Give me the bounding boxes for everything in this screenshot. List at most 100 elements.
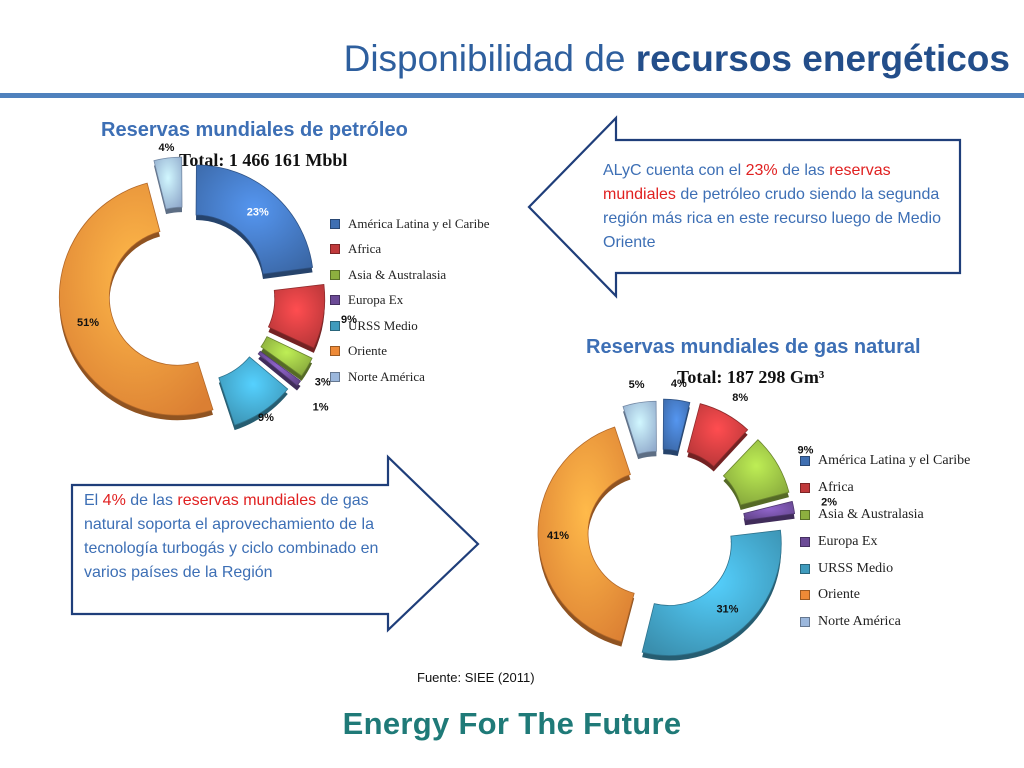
gas-callout-highlight: reservas mundiales bbox=[177, 492, 317, 509]
gas-slice-label-3: 2% bbox=[821, 497, 837, 509]
gas-legend-item: Asia & Australasia bbox=[800, 502, 970, 529]
oil-legend-swatch bbox=[330, 371, 340, 382]
gas-slice-5 bbox=[537, 426, 635, 643]
gas-callout-part2: de las bbox=[125, 492, 178, 509]
oil-legend-label: Africa bbox=[348, 241, 382, 257]
oil-slice-4 bbox=[218, 356, 289, 426]
gas-chart-legend: América Latina y el Caribe Africa Asia & A… bbox=[800, 448, 970, 636]
slide-title: Disponibilidad de recursos energéticos bbox=[344, 38, 1010, 80]
oil-legend-swatch bbox=[330, 295, 340, 306]
gas-legend-label: América Latina y el Caribe bbox=[818, 453, 971, 469]
gas-slice-4 bbox=[641, 529, 782, 656]
oil-legend-label: Asia & Australasia bbox=[348, 266, 447, 282]
oil-legend-item: Oriente bbox=[330, 339, 490, 365]
gas-legend-label: Asia & Australasia bbox=[818, 506, 924, 522]
gas-legend-swatch bbox=[800, 563, 810, 574]
oil-slice-edge-3 bbox=[258, 356, 301, 391]
oil-callout-part2: de las bbox=[777, 162, 830, 179]
oil-callout-shape bbox=[527, 115, 962, 299]
oil-slice-label-0: 23% bbox=[247, 206, 269, 218]
oil-callout-part1: ALyC cuenta con el bbox=[603, 162, 746, 179]
oil-legend-swatch bbox=[330, 346, 340, 357]
oil-callout-arrow bbox=[527, 115, 962, 299]
gas-slice-label-0: 4% bbox=[671, 378, 687, 390]
oil-legend-item: América Latina y el Caribe bbox=[330, 211, 490, 237]
oil-donut-chart: 23% 9% 3% 1% 9% 51% 4% bbox=[58, 142, 357, 431]
gas-legend-label: Norte América bbox=[818, 614, 901, 630]
gas-legend-item: Africa bbox=[800, 475, 970, 502]
gas-slice-0 bbox=[662, 398, 691, 452]
oil-legend-swatch bbox=[330, 244, 340, 255]
oil-slice-label-1: 9% bbox=[341, 314, 357, 326]
oil-chart-title: Reservas mundiales de petróleo bbox=[101, 119, 408, 141]
oil-slice-3 bbox=[257, 350, 302, 387]
oil-callout-pct: 23% bbox=[745, 162, 778, 179]
gas-slice-6 bbox=[622, 400, 657, 455]
oil-slice-label-2: 3% bbox=[315, 376, 331, 388]
gas-slice-label-4: 31% bbox=[716, 603, 738, 615]
gas-slice-label-1: 8% bbox=[732, 392, 748, 404]
gas-callout-pct: 4% bbox=[102, 492, 126, 509]
gas-legend-label: Africa bbox=[818, 480, 854, 496]
gas-legend-swatch bbox=[800, 483, 810, 494]
source-note: Fuente: SIEE (2011) bbox=[417, 670, 535, 685]
gas-slice-label-6: 5% bbox=[629, 379, 645, 391]
gas-slice-label-5: 41% bbox=[547, 530, 569, 542]
oil-legend-item: URSS Medio bbox=[330, 313, 490, 339]
oil-legend-swatch bbox=[330, 218, 340, 229]
slide-title-plain: Disponibilidad de bbox=[343, 38, 626, 79]
oil-legend-item: Africa bbox=[330, 237, 490, 263]
oil-slice-5 bbox=[58, 182, 214, 416]
footer-brand: Energy For The Future bbox=[342, 706, 682, 741]
title-divider bbox=[0, 93, 1024, 98]
oil-legend-item: Asia & Australasia bbox=[330, 262, 490, 288]
oil-slice-label-4: 9% bbox=[258, 412, 274, 424]
oil-slice-1 bbox=[267, 284, 326, 349]
gas-legend-label: Europa Ex bbox=[818, 533, 878, 549]
gas-callout-part3: de gas natural soporta el aprovechamient… bbox=[84, 492, 379, 581]
gas-legend-item: Oriente bbox=[800, 582, 970, 609]
gas-legend-swatch bbox=[800, 536, 810, 547]
oil-legend-swatch bbox=[330, 269, 340, 280]
gas-chart-title: Reservas mundiales de gas natural bbox=[586, 336, 921, 358]
gas-legend-swatch bbox=[800, 590, 810, 601]
gas-legend-label: Oriente bbox=[818, 587, 860, 603]
oil-chart-legend: América Latina y el Caribe Africa Asia & A… bbox=[330, 211, 490, 390]
oil-callout-highlight: reservas mundiales bbox=[603, 162, 891, 203]
oil-legend-item: Norte América bbox=[330, 364, 490, 390]
gas-legend-item: Europa Ex bbox=[800, 528, 970, 555]
gas-legend-item: URSS Medio bbox=[800, 555, 970, 582]
gas-donut-chart: 4% 8% 9% 2% 31% 41% 5% bbox=[537, 378, 837, 661]
gas-slice-3 bbox=[743, 500, 796, 521]
oil-slice-label-3: 1% bbox=[313, 401, 329, 413]
gas-legend-swatch bbox=[800, 509, 810, 520]
gas-slice-1 bbox=[686, 403, 749, 468]
gas-legend-label: URSS Medio bbox=[818, 560, 894, 576]
oil-legend-swatch bbox=[330, 320, 340, 331]
gas-legend-swatch bbox=[800, 456, 810, 467]
gas-slice-2 bbox=[722, 439, 790, 506]
slide-title-bold: recursos energéticos bbox=[635, 38, 1010, 79]
oil-legend-label: Europa Ex bbox=[348, 292, 404, 308]
gas-callout-part1: El bbox=[84, 492, 103, 509]
oil-slice-2 bbox=[260, 336, 313, 377]
oil-callout-text: ALyC cuenta con el 23% de las reservas m… bbox=[603, 159, 943, 255]
gas-callout-arrow bbox=[70, 454, 480, 633]
gas-legend-item: Norte América bbox=[800, 609, 970, 636]
oil-slice-6 bbox=[153, 156, 183, 210]
oil-callout-part3: de petróleo crudo siendo la segunda regi… bbox=[603, 186, 941, 251]
gas-chart-total: Total: 187 298 Gm³ bbox=[677, 367, 825, 387]
oil-slice-0 bbox=[195, 164, 313, 275]
oil-legend-label: Oriente bbox=[348, 343, 387, 359]
oil-chart-total: Total: 1 466 161 Mbbl bbox=[179, 150, 348, 170]
gas-legend-item: América Latina y el Caribe bbox=[800, 448, 970, 475]
oil-legend-label: URSS Medio bbox=[348, 317, 418, 333]
gas-legend-swatch bbox=[800, 617, 810, 628]
oil-slice-label-6: 4% bbox=[158, 142, 174, 154]
gas-callout-text: El 4% de las reservas mundiales de gas n… bbox=[84, 489, 402, 585]
oil-legend-item: Europa Ex bbox=[330, 288, 490, 314]
oil-slice-label-5: 51% bbox=[77, 317, 99, 329]
gas-slice-label-2: 9% bbox=[797, 444, 813, 456]
oil-legend-label: América Latina y el Caribe bbox=[348, 215, 490, 231]
gas-callout-shape bbox=[70, 454, 480, 633]
